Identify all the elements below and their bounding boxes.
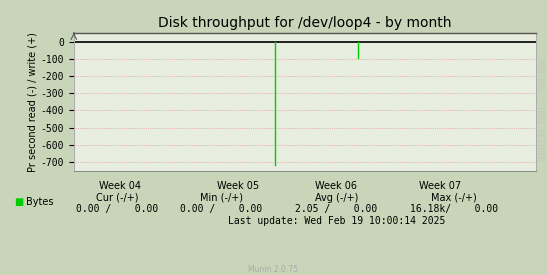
Text: Munin 2.0.75: Munin 2.0.75 xyxy=(248,265,299,274)
Text: Last update: Wed Feb 19 10:00:14 2025: Last update: Wed Feb 19 10:00:14 2025 xyxy=(228,216,445,226)
Text: 2.05 /    0.00: 2.05 / 0.00 xyxy=(295,204,377,214)
Text: ■: ■ xyxy=(14,197,23,207)
Text: Week 04: Week 04 xyxy=(100,181,141,191)
Text: Cur (-/+): Cur (-/+) xyxy=(96,193,139,203)
Text: Week 07: Week 07 xyxy=(419,181,462,191)
Text: 0.00 /    0.00: 0.00 / 0.00 xyxy=(181,204,263,214)
Y-axis label: Pr second read (-) / write (+): Pr second read (-) / write (+) xyxy=(28,32,38,172)
Text: Week 05: Week 05 xyxy=(217,181,259,191)
Text: RRDTOOL / TOBI OETIKER: RRDTOOL / TOBI OETIKER xyxy=(536,59,544,161)
Text: Week 06: Week 06 xyxy=(316,181,357,191)
Text: Max (-/+): Max (-/+) xyxy=(431,193,477,203)
Text: Min (-/+): Min (-/+) xyxy=(200,193,243,203)
Text: 16.18k/    0.00: 16.18k/ 0.00 xyxy=(410,204,498,214)
Text: Bytes: Bytes xyxy=(26,197,54,207)
Text: Avg (-/+): Avg (-/+) xyxy=(315,193,358,203)
Title: Disk throughput for /dev/loop4 - by month: Disk throughput for /dev/loop4 - by mont… xyxy=(158,16,452,31)
Text: 0.00 /    0.00: 0.00 / 0.00 xyxy=(77,204,159,214)
